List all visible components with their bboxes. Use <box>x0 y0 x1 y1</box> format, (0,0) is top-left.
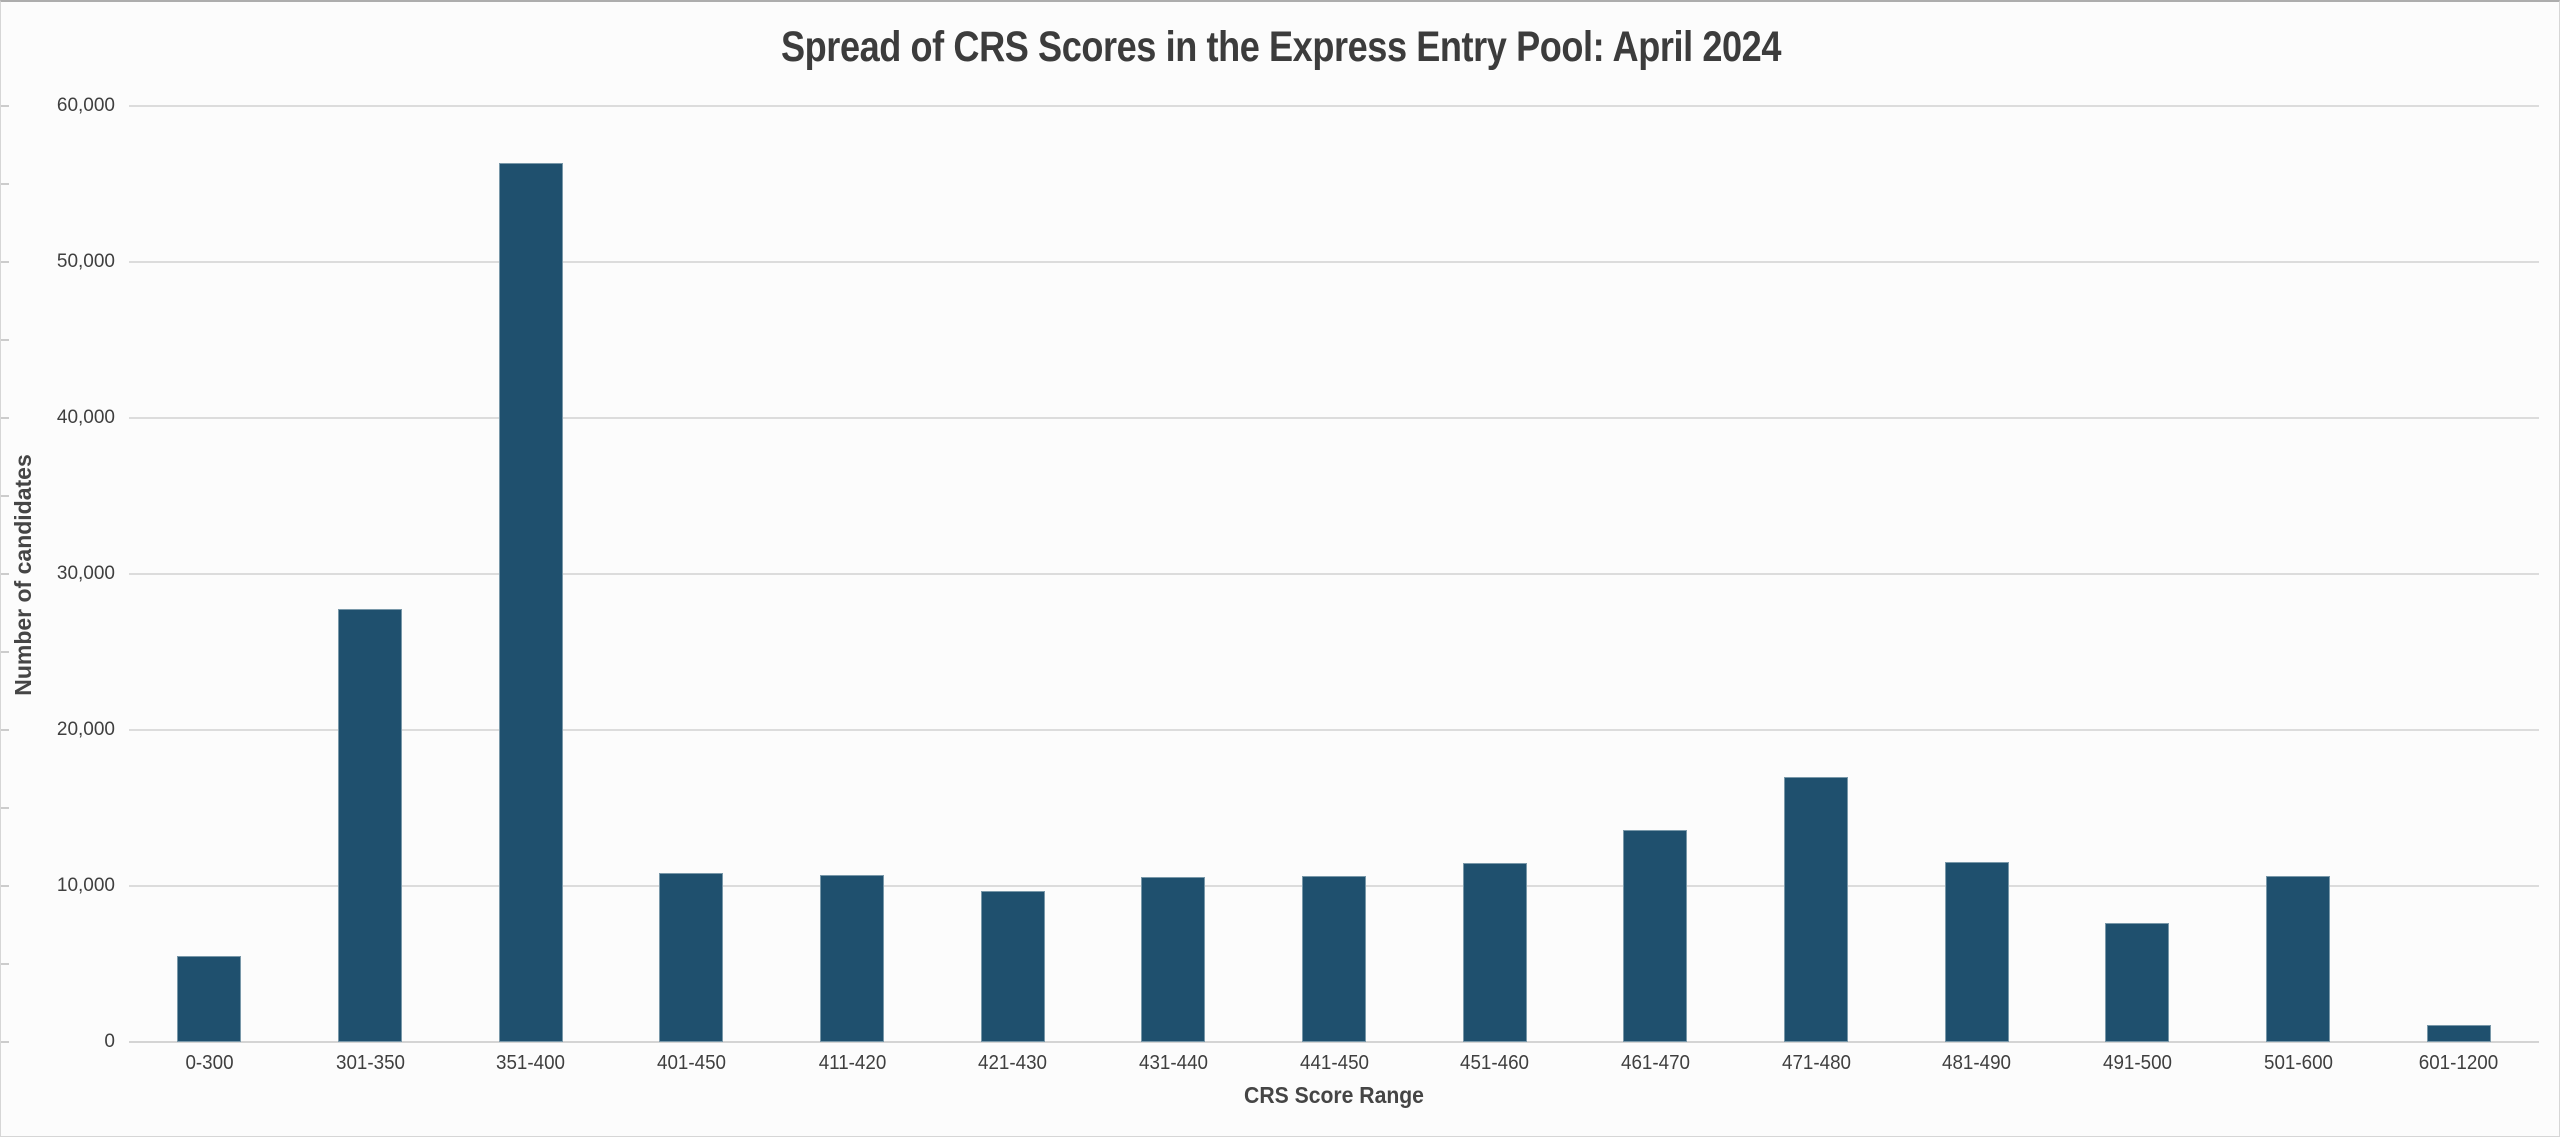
y-minor-tick <box>1 495 9 497</box>
y-minor-tick <box>1 183 9 185</box>
gridline <box>129 729 2539 731</box>
x-tick-label: 441-450 <box>1299 1052 1370 1074</box>
gridline <box>129 573 2539 575</box>
x-tick-label: 451-460 <box>1459 1052 1530 1074</box>
x-tick-label: 301-350 <box>335 1052 406 1074</box>
bar <box>2105 923 2169 1042</box>
x-tick-label: 501-600 <box>2263 1052 2334 1074</box>
x-tick-label: 491-500 <box>2102 1052 2173 1074</box>
bar <box>1141 877 1205 1042</box>
y-tick-label: 30,000 <box>56 563 115 584</box>
bar <box>177 956 241 1042</box>
bar <box>820 875 884 1042</box>
bar <box>2427 1025 2491 1042</box>
y-minor-tick <box>1 261 9 263</box>
x-tick-label: 411-420 <box>818 1052 887 1074</box>
y-tick-label: 20,000 <box>56 719 115 740</box>
y-minor-tick <box>1 807 9 809</box>
bar <box>1302 876 1366 1042</box>
y-tick-label: 40,000 <box>56 407 115 428</box>
y-minor-tick <box>1 651 9 653</box>
x-tick-label: 471-480 <box>1781 1052 1852 1074</box>
x-axis-title: CRS Score Range <box>1244 1082 1424 1108</box>
y-minor-tick <box>1 339 9 341</box>
y-axis-title: Number of candidates <box>10 454 36 696</box>
x-tick-label: 421-430 <box>977 1052 1048 1074</box>
y-minor-tick <box>1 1041 9 1043</box>
y-minor-tick <box>1 417 9 419</box>
x-tick-label: 0-300 <box>185 1052 234 1074</box>
x-tick-label: 431-440 <box>1138 1052 1209 1074</box>
y-minor-tick <box>1 729 9 731</box>
x-tick-label: 461-470 <box>1620 1052 1691 1074</box>
bar <box>1463 863 1527 1042</box>
x-tick-label: 401-450 <box>656 1052 727 1074</box>
y-tick-label: 0 <box>104 1031 115 1052</box>
bar <box>1623 830 1687 1042</box>
chart-title: Spread of CRS Scores in the Express Entr… <box>780 23 1782 71</box>
y-tick-label: 50,000 <box>56 251 115 272</box>
y-minor-tick <box>1 573 9 575</box>
gridline <box>129 261 2539 263</box>
y-minor-tick <box>1 105 9 107</box>
bar <box>499 163 563 1042</box>
x-tick-label: 601-1200 <box>2418 1052 2499 1074</box>
bar <box>338 609 402 1042</box>
bar <box>659 873 723 1042</box>
gridline <box>129 417 2539 419</box>
bar <box>2266 876 2330 1042</box>
y-minor-tick <box>1 885 9 887</box>
gridline <box>129 105 2539 107</box>
bar <box>1784 777 1848 1042</box>
y-tick-label: 60,000 <box>56 95 115 116</box>
bar <box>981 891 1045 1042</box>
x-tick-label: 481-490 <box>1941 1052 2012 1074</box>
bar <box>1945 862 2009 1042</box>
y-tick-label: 10,000 <box>56 875 115 896</box>
x-tick-label: 351-400 <box>495 1052 566 1074</box>
y-minor-tick <box>1 963 9 965</box>
gridline <box>129 1041 2539 1043</box>
